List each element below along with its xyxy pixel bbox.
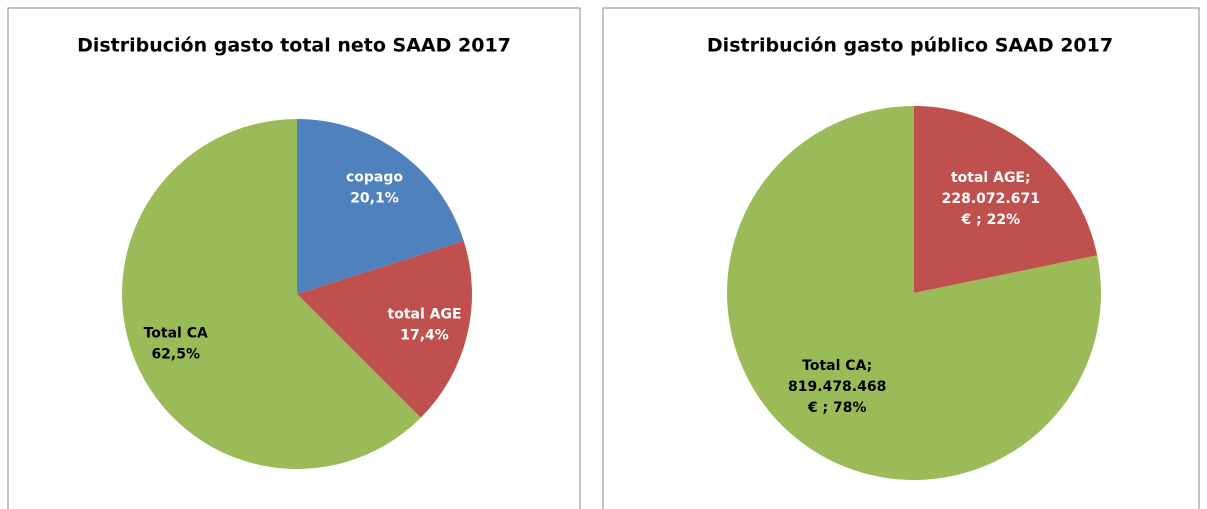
value-label: € ; 78%	[807, 400, 867, 416]
pie-slice	[297, 119, 464, 294]
pie-slice	[914, 106, 1098, 293]
value-label: 17,4%	[400, 328, 449, 344]
slice-label: total AGE	[388, 307, 462, 323]
value-label: 819.478.468	[788, 379, 886, 395]
value-label: € ; 22%	[961, 212, 1021, 228]
pie-slice	[727, 106, 1101, 480]
value-label: 62,5%	[151, 347, 200, 363]
chart-title: Distribución gasto público SAAD 2017	[707, 35, 1113, 57]
pie-slice	[122, 119, 421, 469]
slice-label: Total CA;	[802, 358, 872, 374]
slice-label: copago	[346, 170, 403, 186]
value-label: 228.072.671	[942, 191, 1040, 207]
pie-slice	[297, 240, 472, 418]
chart-title: Distribución gasto total neto SAAD 2017	[77, 35, 511, 57]
value-label: 20,1%	[350, 191, 399, 207]
slice-label: total AGE;	[951, 170, 1031, 186]
slice-label: Total CA	[144, 326, 208, 342]
